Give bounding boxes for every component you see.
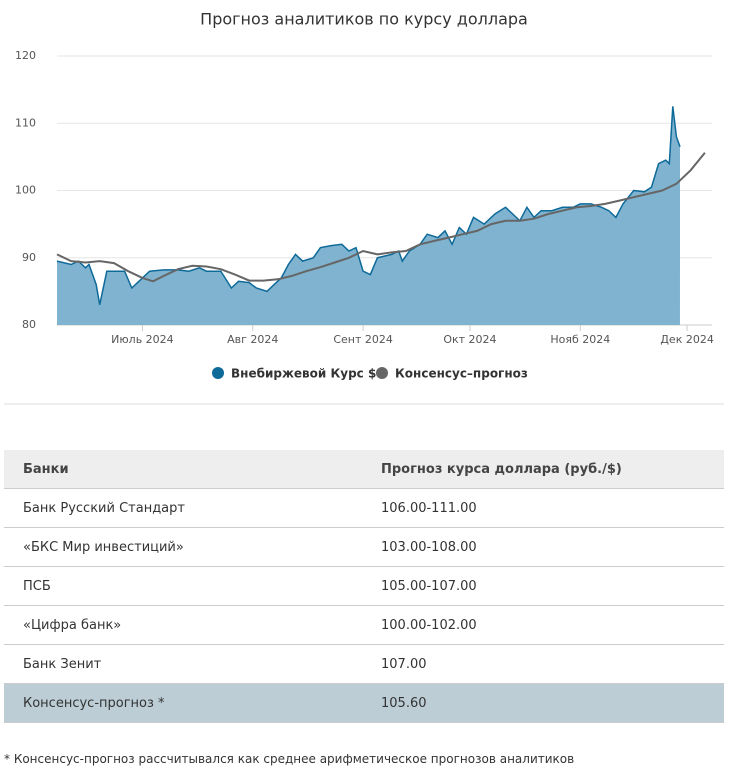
legend-label: Консенсус–прогноз [395,367,528,381]
y-tick-label: 100 [15,184,36,197]
table: Банки Прогноз курса доллара (руб./$) Банк … [4,450,724,723]
legend-marker [212,367,224,379]
y-tick-label: 110 [15,116,36,129]
table-cell: 100.00-102.00 [362,605,724,645]
table-row: ПСБ 105.00-107.00 [4,566,724,606]
footnote: * Консенсус-прогноз рассчитывался как ср… [4,752,575,766]
table-cell: Консенсус-прогноз * [4,683,362,723]
table-cell: 105.00-107.00 [362,566,724,606]
x-tick-label: Нояб 2024 [550,333,610,346]
table-row: Банк Зенит 107.00 [4,644,724,684]
table-row: «Цифра банк» 100.00-102.00 [4,605,724,645]
y-tick-label: 90 [22,251,36,264]
legend-marker [376,367,388,379]
x-tick-label: Сент 2024 [333,333,393,346]
x-tick-label: Авг 2024 [227,333,278,346]
header-cell: Прогноз курса доллара (руб./$) [362,450,724,489]
table-cell: 103.00-108.00 [362,527,724,567]
table-row: «БКС Мир инвестиций» 103.00-108.00 [4,527,724,567]
header-cell: Банки [4,450,362,489]
table-cell: «Цифра банк» [4,605,362,645]
area [57,106,680,326]
x-tick-label: Окт 2024 [443,333,496,346]
x-tick-label: Июль 2024 [111,333,174,346]
series-line [56,152,706,283]
table-cell: ПСБ [4,566,362,606]
x-tick-label: Дек 2024 [660,333,714,346]
table-cell: «БКС Мир инвестиций» [4,527,362,567]
table-cell: 105.60 [362,683,724,723]
table-cell: Банк Зенит [4,644,362,684]
header-row: Банки Прогноз курса доллара (руб./$) [4,450,724,489]
table-cell: 107.00 [362,644,724,684]
table-row: Банк Русский Стандарт 106.00-111.00 [4,488,724,528]
table-cell: 106.00-111.00 [362,488,724,528]
y-tick-label: 120 [15,49,36,62]
table-cell: Банк Русский Стандарт [4,488,362,528]
chart-title: Прогноз аналитиков по курсу доллара [200,10,528,29]
chart: Прогноз аналитиков по курсу доллара 80 90… [4,10,724,405]
table-row: Консенсус-прогноз * 105.60 [4,683,724,723]
y-tick-label: 80 [22,318,36,331]
legend-label: Внебиржевой Курс $ [231,367,376,381]
